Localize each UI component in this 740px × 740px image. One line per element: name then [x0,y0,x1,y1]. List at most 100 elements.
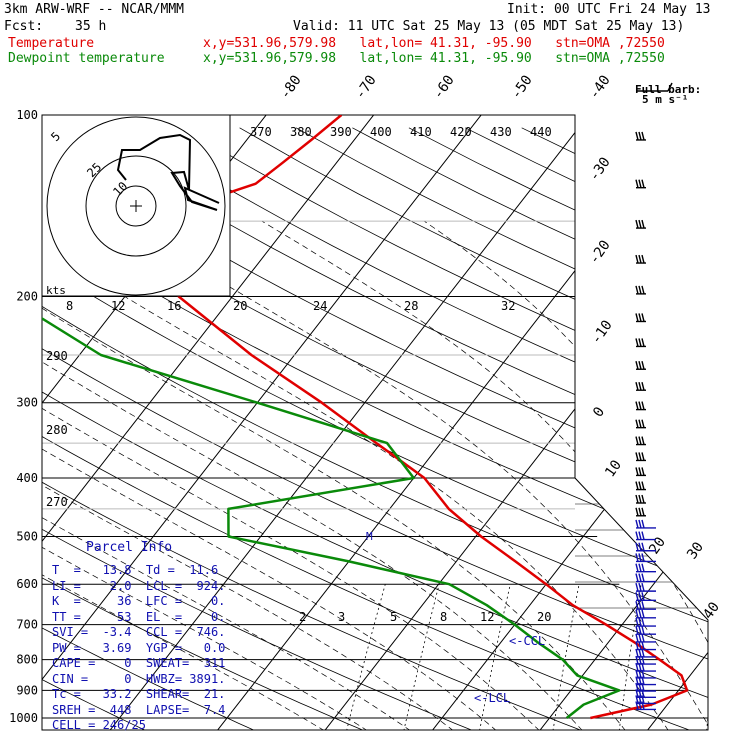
wind-barb-flag [641,682,645,692]
wind-barb-flag [641,531,645,540]
wind-barb-flag [635,689,639,698]
wind-barb-flag [638,467,642,476]
wind-barb-flag [635,285,639,295]
moist-adiabat [261,220,708,730]
wind-barb-flag [638,592,642,601]
dry-adiabat [352,127,708,730]
dry-adiabat [42,127,708,730]
mixing-ratio-line [479,584,511,730]
wind-barb-flag [641,419,645,428]
theta-label: 400 [370,125,392,139]
wind-barbs: Full barb:5 m s⁻¹ [635,82,701,711]
wind-barb-flag [638,313,642,322]
wind-barb-flag [635,131,639,141]
wind-barb-flag [635,592,639,601]
wind-barb-flag [635,701,639,710]
wind-barb-flag [635,553,639,562]
wind-barb-flag [638,542,642,551]
pressure-tick-400: 400 [16,471,38,485]
wind-barb-flag [638,419,642,428]
wind-barb-flag [641,609,645,618]
parcel-info-row: PW = 3.69 YGP = 0.0 [52,640,226,655]
wind-barb-flag [641,179,645,188]
parcel-info-row: Tc = 33.2 SHEAR= 21. [52,687,226,701]
dry-adiabat [42,127,147,730]
wind-barb-flag [641,254,645,264]
theta-e-label: 270 [46,495,68,509]
parcel-info-row: TT = 53 EL = 0. [52,609,226,624]
isotherm-line [431,115,708,730]
wind-barb-flag [641,625,645,635]
top-temp-label: -50 [508,72,536,102]
wind-barb-flag [635,507,639,516]
wind-barb-flag [638,179,642,188]
wind-barb-flag [635,519,639,529]
wind-barb-flag [638,669,642,679]
wind-barb-flag [635,655,639,665]
wind-barb-flag [635,641,639,650]
dry-adiabat [42,127,708,730]
wind-barb-flag [641,582,645,592]
wind-barb-flag [641,219,645,229]
wind-barb-flag [635,494,639,504]
wind-barb-flag [641,361,645,370]
mixing-ratio-line [618,584,642,730]
wind-barb-flag [635,695,639,704]
mixing-ratio-label: 20 [537,610,551,624]
parcel-info-title: Parcel Info [86,540,173,555]
parcel-info-row: CIN = 0 HWBZ= 3891. [52,671,226,686]
wind-barb-flag [635,582,639,592]
wind-barb-flag [641,481,645,490]
wind-barb-flag [635,254,639,264]
top-temp-label: -80 [277,72,305,102]
wind-barb-flag [641,655,645,665]
right-temp-label: -20 [586,237,614,267]
wind-barb-flag [638,401,642,410]
wind-barb-flag [641,633,645,643]
right-temp-label: -10 [588,317,616,347]
wind-barb-flag [635,419,639,428]
wind-barb-flag [635,609,639,618]
mixing-ratio-label: 8 [440,610,447,624]
top-temp-label: -60 [430,72,458,102]
wind-barb-flag [635,601,639,610]
theta-label: 430 [490,125,512,139]
mixing-ratio-label: 20 [233,299,247,313]
wind-barb-flag [635,338,639,347]
wind-barb-flag [641,601,645,610]
pressure-tick-1000: 1000 [9,711,38,725]
dewpoint-location: x,y=531.96,579.98 lat,lon= 41.31, -95.90… [203,51,665,66]
right-temp-label: -30 [586,154,614,184]
wind-barb-flag [635,481,639,490]
parcel-info-row: CELL = 246/25 [52,718,146,732]
wind-barb-flag [635,531,639,540]
right-temp-label: 40 [700,599,723,622]
mixing-ratio-label: 3 [338,610,345,624]
isotherm-line [216,115,707,730]
parcel-info-row: SREH = 448 LAPSE= 7.4 [52,702,226,717]
wind-barb-flag [641,648,645,658]
isotherm-line [42,115,385,730]
wind-barb-flag [635,361,639,370]
wind-barb-flag [638,507,642,516]
hodograph-ring [46,116,226,296]
wind-barb-flag [641,617,645,627]
wind-barb-flag [635,617,639,627]
wind-barb-flag [641,131,645,141]
wind-barb-flag [638,648,642,658]
ccl-marker: <-CCL [509,634,545,648]
wind-barb-flag [638,436,642,445]
dry-adiabat [42,127,583,730]
parcel-info-row: LI = 2.0 LCL = 924. [52,578,226,593]
wind-barb-flag [641,507,645,516]
wind-barb-flag [641,382,645,391]
wind-barb-flag [635,436,639,445]
dry-adiabat [42,127,474,730]
parcel-info-row: K = 36 LFC = 0. [52,594,226,608]
wind-barb-flag [641,573,645,582]
theta-label: 390 [330,125,352,139]
dry-adiabat [465,127,708,730]
wind-barb-flag [641,436,645,445]
wind-barb-flag [638,695,642,704]
wind-barb-flag [635,452,639,461]
